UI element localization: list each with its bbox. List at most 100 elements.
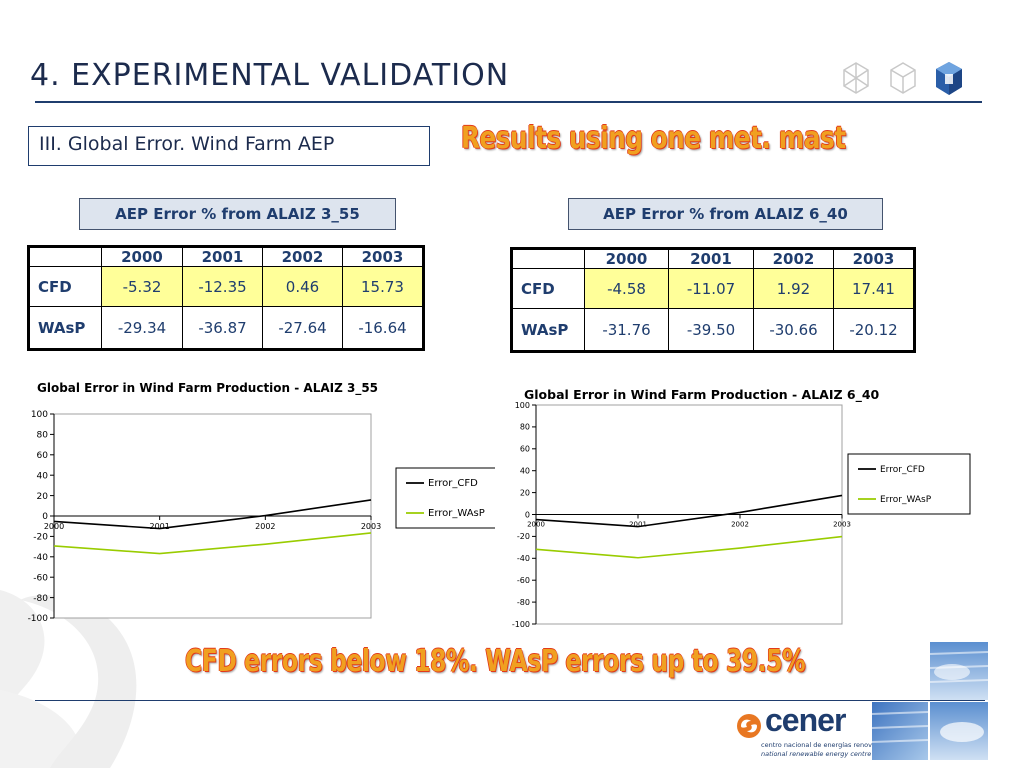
conclusion-headline: CFD errors below 18%. WAsP errors up to … [185, 644, 806, 679]
y-tick-label: 0 [42, 512, 48, 522]
y-tick-label: 80 [37, 431, 49, 441]
y-tick-label: -100 [28, 614, 49, 624]
table-cell: -31.76 [584, 308, 669, 352]
x-tick-label: 2001 [149, 522, 169, 531]
y-tick-label: 60 [37, 451, 49, 461]
table-row-cfd: CFD -4.58 -11.07 1.92 17.41 [511, 267, 915, 310]
row-label: WAsP [28, 306, 102, 350]
cener-sun-icon [737, 714, 761, 738]
legend-label: Error_WAsP [428, 508, 485, 519]
year-header: 2001 [668, 248, 754, 269]
y-tick-label: 60 [520, 445, 530, 454]
chart-title-3-55: Global Error in Wind Farm Production - A… [37, 381, 379, 395]
table-cell: -36.87 [182, 306, 263, 350]
cube-outline-icon [843, 62, 869, 94]
table-cell: -4.58 [584, 267, 669, 310]
table-cell: 17.41 [833, 267, 915, 310]
series-line-error-cfd [53, 499, 372, 530]
footer-divider [35, 700, 985, 701]
cener-tagline-es: centro nacional de energías renovables [761, 741, 890, 749]
legend-label: Error_CFD [880, 465, 925, 475]
y-tick-label: 20 [520, 488, 530, 497]
y-tick-label: -40 [33, 553, 48, 563]
series-line-error-cfd [535, 494, 843, 528]
table-corner-cell [511, 248, 585, 269]
table-cell: -39.50 [668, 308, 754, 352]
chart-title-6-40: Global Error in Wind Farm Production - A… [524, 387, 880, 402]
x-tick-label: 2002 [255, 522, 275, 531]
y-tick-label: -80 [33, 594, 48, 604]
page-title: 4. EXPERIMENTAL VALIDATION [30, 58, 510, 93]
legend-label: Error_WAsP [880, 495, 932, 505]
table-cell: -29.34 [101, 306, 183, 350]
y-tick-label: 80 [520, 423, 530, 432]
x-tick-label: 2003 [833, 521, 851, 529]
y-tick-label: -80 [517, 598, 530, 607]
table-cell: -11.07 [668, 267, 754, 310]
sky-photo-tiles [872, 642, 989, 760]
y-tick-label: -40 [517, 554, 530, 563]
year-header: 2003 [833, 248, 915, 269]
y-tick-label: 40 [520, 467, 530, 476]
y-tick-label: -20 [517, 532, 530, 541]
table-header-row: 2000 2001 2002 2003 [28, 246, 424, 267]
year-header: 2000 [101, 246, 183, 267]
table-row-wasp: WAsP -29.34 -36.87 -27.64 -16.64 [28, 306, 424, 350]
table-row-cfd: CFD -5.32 -12.35 0.46 15.73 [28, 265, 424, 308]
table-label-alaiz-3-55: AEP Error % from ALAIZ 3_55 [79, 198, 396, 230]
legend-box [847, 453, 971, 515]
year-header: 2000 [584, 248, 669, 269]
y-tick-label: 0 [525, 510, 530, 519]
x-tick-label: 2002 [731, 521, 749, 529]
table-corner-cell [28, 246, 102, 267]
y-tick-label: -60 [33, 573, 48, 583]
legend-box [395, 467, 495, 529]
y-tick-label: -100 [512, 620, 530, 629]
table-cell: -30.66 [753, 308, 834, 352]
table-label-alaiz-6-40: AEP Error % from ALAIZ 6_40 [568, 198, 883, 230]
table-cell: -20.12 [833, 308, 915, 352]
chart-legend: Error_CFD Error_WAsP [395, 467, 495, 529]
aep-error-table-6-40: 2000 2001 2002 2003 CFD -4.58 -11.07 1.9… [510, 247, 916, 353]
y-tick-label: 100 [515, 401, 530, 410]
chart-legend: Error_CFD Error_WAsP [847, 453, 971, 515]
cube-logo-icons [843, 62, 962, 95]
series-line-error-wasp [535, 535, 843, 559]
legend-label: Error_CFD [428, 478, 478, 489]
line-chart-6-40: 100 80 60 40 20 0 -20 -40 -60 -80 -100 2000 2001 2002… [512, 401, 971, 629]
results-headline: Results using one met. mast [461, 121, 846, 156]
series-line-error-wasp [53, 532, 372, 555]
table-cell: -16.64 [342, 306, 424, 350]
table-cell: 1.92 [753, 267, 834, 310]
cener-wordmark: cener [765, 702, 846, 738]
year-header: 2002 [753, 248, 834, 269]
table-cell: -27.64 [262, 306, 343, 350]
table-cell: 15.73 [342, 265, 424, 308]
year-header: 2002 [262, 246, 343, 267]
background-swirl-decoration [0, 590, 137, 768]
table-cell: 0.46 [262, 265, 343, 308]
y-tick-label: 40 [37, 471, 49, 481]
section-subtitle: III. Global Error. Wind Farm AEP [28, 126, 430, 166]
table-header-row: 2000 2001 2002 2003 [511, 248, 915, 269]
cube-solid-icon [936, 62, 962, 95]
y-tick-label: 20 [37, 492, 49, 502]
title-divider [35, 101, 982, 103]
x-tick-label: 2000 [44, 522, 64, 531]
table-row-wasp: WAsP -31.76 -39.50 -30.66 -20.12 [511, 308, 915, 352]
row-label: WAsP [511, 308, 585, 352]
year-header: 2003 [342, 246, 424, 267]
cener-logo: cener centro nacional de energías renova… [735, 702, 889, 758]
row-label: CFD [28, 265, 102, 308]
x-tick-label: 2001 [629, 521, 647, 529]
y-tick-label: 100 [31, 410, 48, 420]
x-tick-label: 2000 [527, 521, 545, 529]
x-tick-label: 2003 [361, 522, 381, 531]
year-header: 2001 [182, 246, 263, 267]
y-tick-label: -20 [33, 533, 48, 543]
line-chart-3-55: 100 80 60 40 20 0 -20 -40 -60 -80 -100 2000 2001 2002… [28, 410, 495, 624]
table-cell: -12.35 [182, 265, 263, 308]
y-tick-label: -60 [517, 576, 530, 585]
row-label: CFD [511, 267, 585, 310]
table-cell: -5.32 [101, 265, 183, 308]
